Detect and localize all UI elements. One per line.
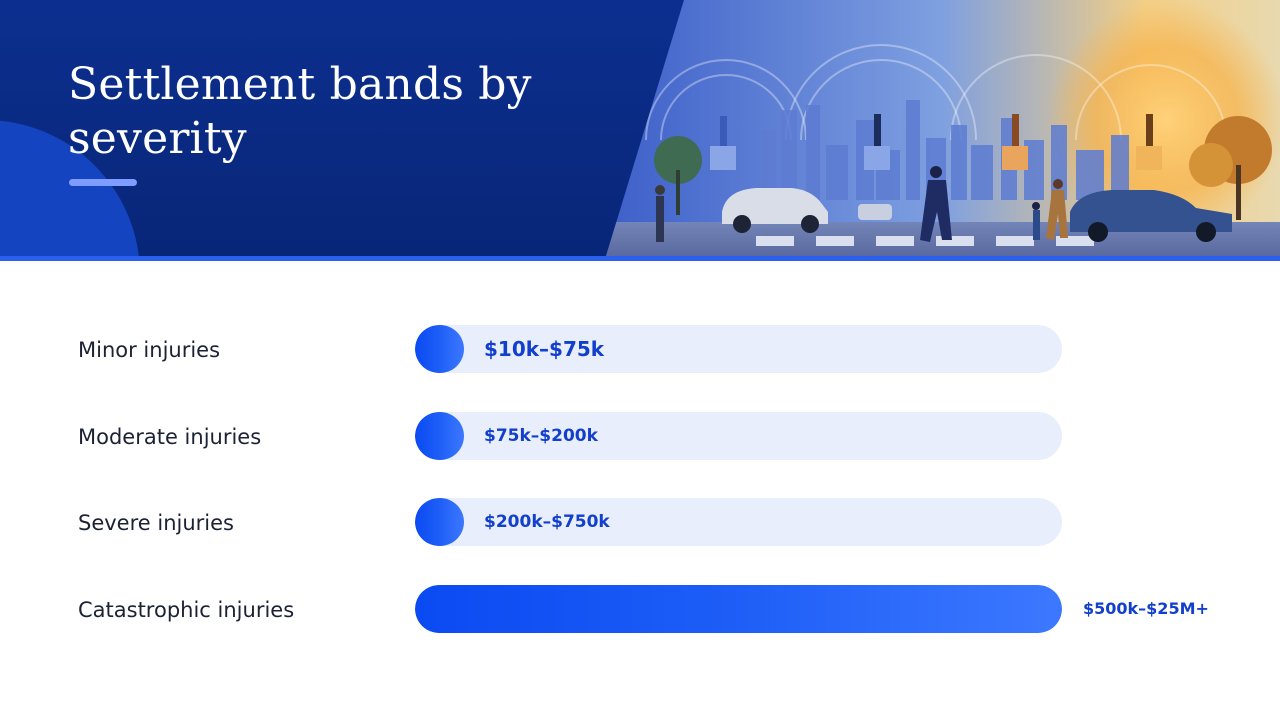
range-value-label: $500k–$25M+ bbox=[1083, 598, 1209, 618]
slide-title: Settlement bands by severity bbox=[68, 59, 532, 164]
car-distant bbox=[858, 204, 892, 220]
car-right bbox=[1070, 190, 1232, 242]
skyline bbox=[756, 100, 1129, 200]
category-label: Moderate injuries bbox=[78, 424, 262, 449]
header-bottom-edge bbox=[0, 256, 1280, 261]
category-label: Minor injuries bbox=[78, 338, 221, 362]
range-value-label: $10k–$75k bbox=[484, 337, 605, 361]
range-value-label: $200k–$750k bbox=[484, 512, 610, 532]
bar-fill bbox=[415, 325, 464, 373]
settlement-bands-chart: Minor injuries $10k–$75k Moderate injuries… bbox=[0, 261, 1280, 720]
bar-fill bbox=[415, 411, 464, 460]
statues bbox=[710, 114, 1162, 170]
category-label: Severe injuries bbox=[78, 511, 234, 535]
bar-fill bbox=[415, 584, 1062, 633]
bar-fill bbox=[415, 498, 464, 546]
bar-track bbox=[415, 584, 1062, 633]
category-label: Catastrophic injuries bbox=[78, 597, 295, 622]
slide-header: Settlement bands by severity bbox=[0, 0, 1280, 256]
range-value-label: $75k–$200k bbox=[484, 425, 598, 446]
bar-track bbox=[415, 411, 1062, 460]
pedestrians bbox=[655, 166, 1068, 242]
crosswalk bbox=[756, 236, 1094, 246]
bar-track bbox=[415, 498, 1062, 546]
title-accent-bar bbox=[69, 179, 137, 186]
car-left bbox=[722, 188, 828, 233]
hero-city-illustration bbox=[606, 0, 1280, 256]
trees bbox=[654, 116, 1272, 220]
city-street-illustration bbox=[606, 0, 1280, 256]
bar-track bbox=[415, 325, 1062, 373]
